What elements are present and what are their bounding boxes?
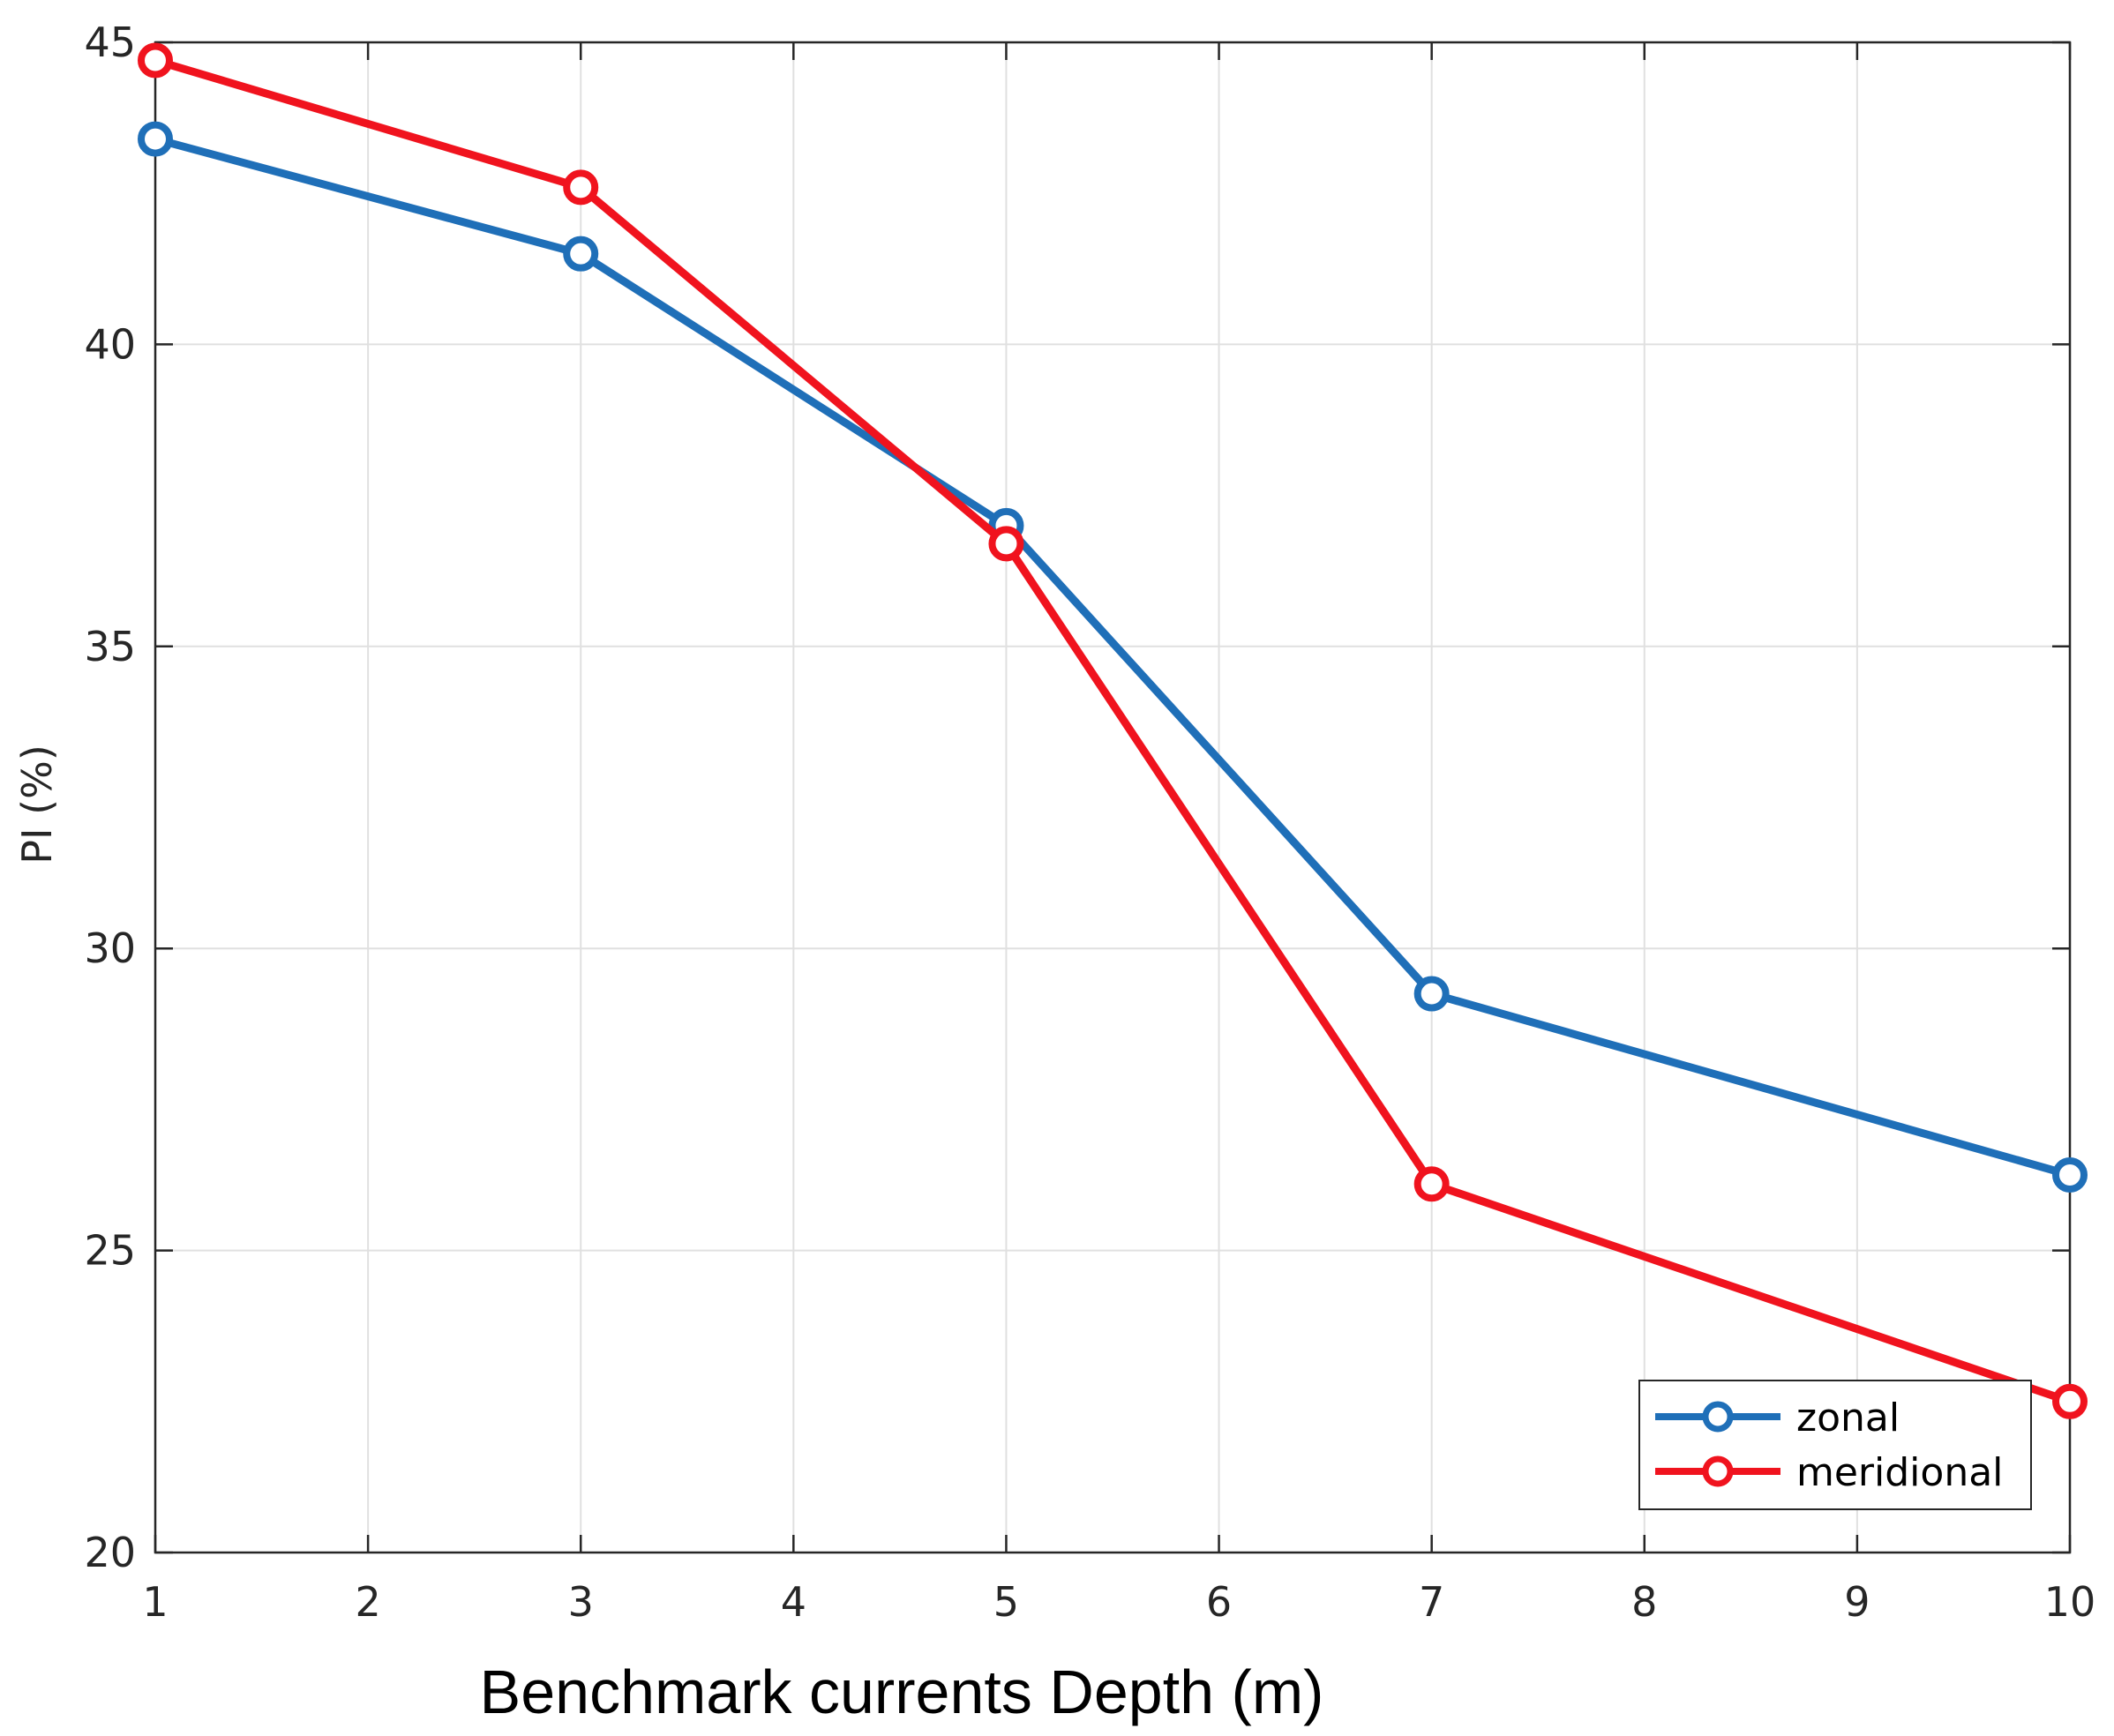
y-tick-label: 20	[84, 1529, 136, 1576]
y-tick-label: 25	[84, 1227, 136, 1275]
series	[138, 42, 2088, 1419]
y-tick-label: 40	[84, 320, 136, 368]
x-tick-label: 10	[2044, 1578, 2096, 1626]
data-point-zonal	[563, 236, 599, 272]
plot-frame	[154, 41, 2072, 1554]
y-tick-label: 35	[84, 623, 136, 670]
x-tick-label: 3	[568, 1578, 594, 1626]
x-tick-label: 7	[1419, 1578, 1444, 1626]
x-axis-label: Benchmark currents Depth (m)	[480, 1657, 1324, 1726]
x-tick-label: 4	[781, 1578, 806, 1626]
legend-entry-zonal: zonal	[1655, 1396, 1900, 1440]
legend-label-meridional: meridional	[1796, 1450, 2003, 1495]
y-axis-label: PI (%)	[13, 745, 61, 864]
series-meridional	[138, 42, 2088, 1419]
data-point-meridional	[2052, 1383, 2088, 1419]
legend-box	[1638, 1380, 2032, 1510]
legend: zonal meridional	[1638, 1380, 2032, 1510]
x-tick-label: 5	[993, 1578, 1019, 1626]
x-tick-label: 2	[355, 1578, 380, 1626]
x-tick-label: 6	[1206, 1578, 1232, 1626]
data-point-meridional	[138, 42, 173, 79]
x-tick-label: 1	[142, 1578, 168, 1626]
legend-swatch-marker	[1702, 1401, 1734, 1433]
legend-swatch-marker	[1702, 1455, 1734, 1487]
legend-entry-meridional: meridional	[1655, 1450, 2003, 1495]
x-tick-label: 8	[1631, 1578, 1657, 1626]
legend-label-zonal: zonal	[1796, 1396, 1900, 1440]
data-point-meridional	[1413, 1166, 1450, 1202]
y-tick-label: 45	[84, 19, 136, 66]
data-point-zonal	[1413, 976, 1450, 1012]
y-tick-label: 30	[84, 924, 136, 972]
data-point-meridional	[988, 526, 1024, 562]
x-tick-label: 9	[1844, 1578, 1870, 1626]
data-point-zonal	[2052, 1157, 2088, 1193]
data-point-zonal	[138, 121, 173, 157]
axes	[154, 41, 2072, 1554]
data-point-meridional	[563, 169, 599, 206]
